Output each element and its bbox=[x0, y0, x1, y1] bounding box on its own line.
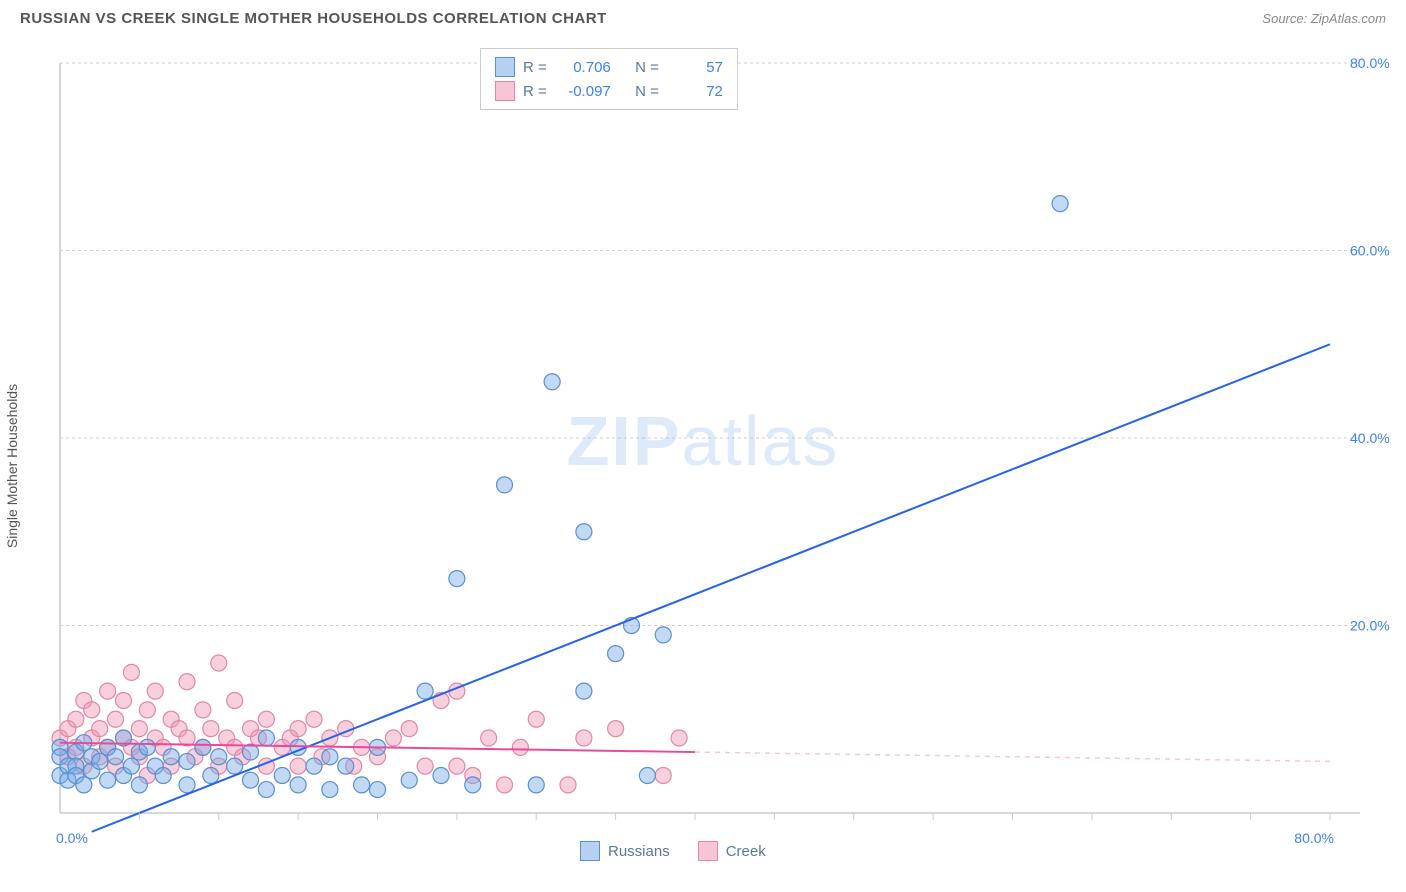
chart-title: RUSSIAN VS CREEK SINGLE MOTHER HOUSEHOLD… bbox=[20, 10, 607, 27]
legend: Russians Creek bbox=[580, 841, 766, 861]
svg-text:20.0%: 20.0% bbox=[1350, 618, 1390, 634]
header: RUSSIAN VS CREEK SINGLE MOTHER HOUSEHOLD… bbox=[0, 0, 1406, 33]
legend-item-russians: Russians bbox=[580, 841, 670, 861]
svg-text:80.0%: 80.0% bbox=[1294, 830, 1334, 846]
swatch-russians bbox=[495, 57, 515, 77]
stats-row-russians: R = 0.706 N = 57 bbox=[495, 55, 723, 79]
y-axis-label: Single Mother Households bbox=[4, 384, 20, 548]
chart-container: Single Mother Households 20.0% 40.0% 60.0%… bbox=[0, 33, 1406, 883]
scatter-plot: 20.0% 40.0% 60.0% 80.0% 0.0% 80.0% bbox=[50, 33, 1390, 853]
swatch-creek bbox=[495, 81, 515, 101]
svg-text:80.0%: 80.0% bbox=[1350, 55, 1390, 71]
svg-text:0.0%: 0.0% bbox=[56, 830, 88, 846]
svg-text:40.0%: 40.0% bbox=[1350, 430, 1390, 446]
correlation-stats-box: R = 0.706 N = 57 R = -0.097 N = 72 bbox=[480, 48, 738, 110]
source-credit: Source: ZipAtlas.com bbox=[1262, 11, 1386, 26]
swatch-creek-legend bbox=[698, 841, 718, 861]
svg-text:60.0%: 60.0% bbox=[1350, 243, 1390, 259]
swatch-russians-legend bbox=[580, 841, 600, 861]
legend-item-creek: Creek bbox=[698, 841, 766, 861]
stats-row-creek: R = -0.097 N = 72 bbox=[495, 79, 723, 103]
